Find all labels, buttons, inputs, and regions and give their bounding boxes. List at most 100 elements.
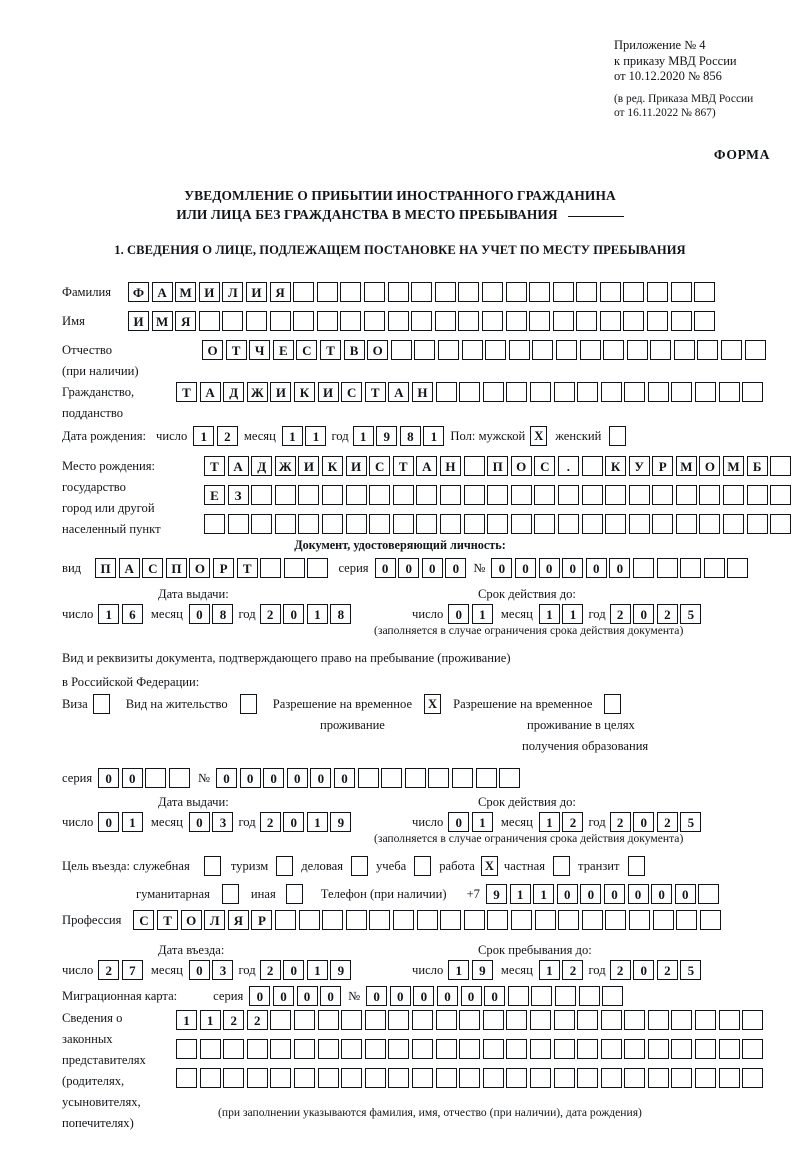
char-cell[interactable]: 0 [627, 884, 649, 904]
char-cell[interactable]: 0 [98, 768, 120, 788]
char-cell[interactable] [435, 1010, 457, 1030]
char-cell[interactable]: 1 [281, 426, 303, 446]
residence-permit-checkbox[interactable] [239, 694, 257, 714]
char-cell[interactable]: Д [223, 382, 245, 402]
char-cell[interactable] [581, 910, 603, 930]
char-cell[interactable]: 8 [399, 426, 421, 446]
char-cell[interactable]: 9 [471, 960, 493, 980]
char-cell[interactable]: Т [204, 456, 225, 476]
legal-rep-row3-cells[interactable] [176, 1068, 764, 1088]
char-cell[interactable] [647, 1010, 669, 1030]
char-cell[interactable]: О [202, 340, 223, 360]
char-cell[interactable] [505, 311, 527, 331]
char-cell[interactable]: 2 [259, 604, 281, 624]
char-cell[interactable] [534, 514, 556, 534]
char-cell[interactable]: И [345, 456, 367, 476]
char-cell[interactable] [742, 382, 764, 402]
char-cell[interactable]: 2 [609, 960, 631, 980]
char-cell[interactable] [411, 1010, 433, 1030]
char-cell[interactable]: Р [213, 558, 235, 578]
char-cell[interactable] [699, 485, 721, 505]
char-cell[interactable] [723, 485, 745, 505]
char-cell[interactable]: 0 [460, 986, 482, 1006]
char-cell[interactable]: Я [175, 311, 197, 331]
char-cell[interactable]: Р [652, 456, 674, 476]
char-cell[interactable] [463, 514, 485, 534]
char-cell[interactable] [555, 340, 577, 360]
char-cell[interactable]: 9 [330, 960, 352, 980]
purpose-other-checkbox[interactable] [285, 884, 303, 904]
char-cell[interactable]: И [128, 311, 149, 331]
char-cell[interactable] [461, 340, 483, 360]
char-cell[interactable]: В [343, 340, 365, 360]
char-cell[interactable] [624, 1010, 646, 1030]
char-cell[interactable] [176, 1039, 197, 1059]
char-cell[interactable] [435, 382, 457, 402]
char-cell[interactable] [260, 558, 282, 578]
char-cell[interactable] [439, 514, 461, 534]
char-cell[interactable] [246, 1039, 268, 1059]
char-cell[interactable]: 2 [656, 604, 678, 624]
char-cell[interactable] [222, 311, 244, 331]
char-cell[interactable]: 0 [448, 604, 470, 624]
char-cell[interactable] [721, 340, 743, 360]
char-cell[interactable]: Т [319, 340, 341, 360]
temp-residence-edu-checkbox[interactable] [604, 694, 622, 714]
char-cell[interactable] [246, 1068, 268, 1088]
char-cell[interactable]: 0 [421, 558, 443, 578]
char-cell[interactable]: Я [269, 282, 291, 302]
char-cell[interactable] [718, 1039, 740, 1059]
char-cell[interactable]: 1 [121, 812, 143, 832]
char-cell[interactable] [482, 1010, 504, 1030]
char-cell[interactable] [428, 768, 450, 788]
char-cell[interactable]: Е [204, 485, 225, 505]
char-cell[interactable] [369, 910, 391, 930]
char-cell[interactable] [718, 382, 740, 402]
char-cell[interactable] [698, 884, 720, 904]
char-cell[interactable]: А [151, 282, 173, 302]
char-cell[interactable]: Л [222, 282, 244, 302]
char-cell[interactable] [145, 768, 167, 788]
char-cell[interactable] [390, 340, 412, 360]
char-cell[interactable] [599, 311, 621, 331]
char-cell[interactable] [363, 282, 385, 302]
char-cell[interactable] [529, 1068, 551, 1088]
char-cell[interactable] [298, 514, 320, 534]
char-cell[interactable]: 3 [212, 812, 234, 832]
char-cell[interactable]: 0 [609, 558, 631, 578]
char-cell[interactable]: Т [176, 382, 197, 402]
char-cell[interactable] [369, 485, 391, 505]
char-cell[interactable] [581, 456, 603, 476]
char-cell[interactable] [404, 768, 426, 788]
char-cell[interactable]: 1 [509, 884, 531, 904]
char-cell[interactable]: 0 [413, 986, 435, 1006]
char-cell[interactable] [275, 910, 297, 930]
char-cell[interactable]: 2 [216, 426, 238, 446]
char-cell[interactable]: А [416, 456, 438, 476]
char-cell[interactable] [675, 514, 697, 534]
char-cell[interactable]: Н [439, 456, 461, 476]
char-cell[interactable] [534, 485, 556, 505]
char-cell[interactable] [298, 910, 320, 930]
char-cell[interactable]: 0 [121, 768, 143, 788]
char-cell[interactable]: Ж [246, 382, 268, 402]
purpose-study-checkbox[interactable] [414, 856, 432, 876]
char-cell[interactable] [699, 514, 721, 534]
char-cell[interactable]: Ф [128, 282, 149, 302]
char-cell[interactable] [293, 282, 315, 302]
char-cell[interactable]: Н [411, 382, 433, 402]
char-cell[interactable]: С [369, 456, 391, 476]
char-cell[interactable]: Ч [249, 340, 271, 360]
char-cell[interactable]: 0 [633, 812, 655, 832]
char-cell[interactable]: Т [236, 558, 258, 578]
char-cell[interactable] [269, 311, 291, 331]
char-cell[interactable]: 1 [306, 812, 328, 832]
char-cell[interactable]: 2 [259, 960, 281, 980]
char-cell[interactable] [695, 1068, 717, 1088]
char-cell[interactable] [439, 485, 461, 505]
